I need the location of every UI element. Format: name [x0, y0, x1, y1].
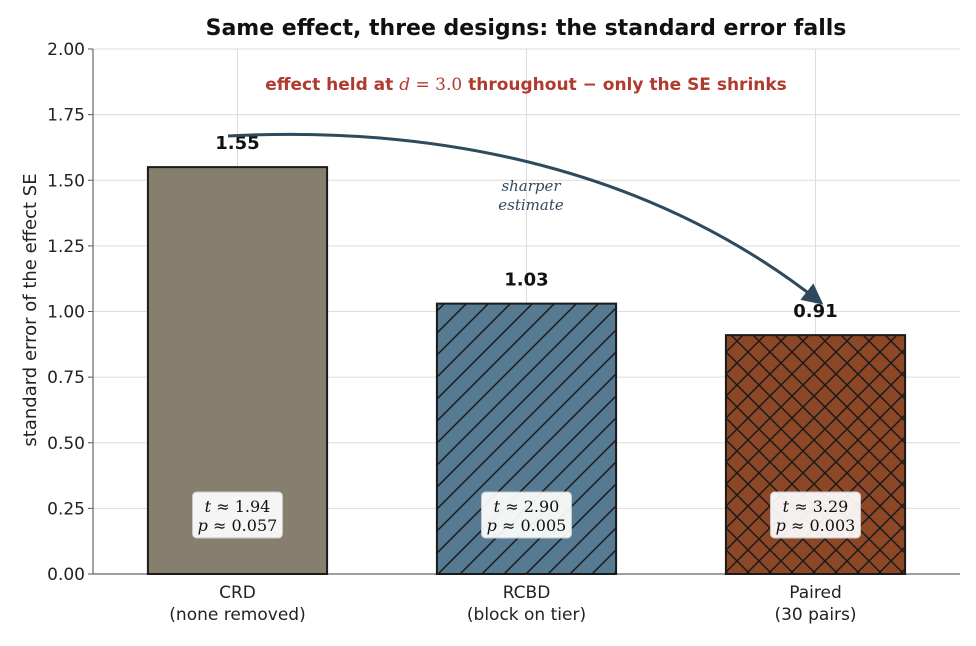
y-tick-label: 0.00	[47, 565, 85, 585]
x-tick-label: CRD	[219, 583, 256, 603]
y-tick-label: 0.50	[47, 434, 85, 454]
effect-note-middle: = 3.0	[410, 75, 462, 95]
stat-t-value: t ≈ 2.90	[494, 497, 560, 516]
y-axis-label: standard error of the effect SE	[20, 173, 41, 446]
x-tick-label: Paired	[789, 583, 842, 603]
x-tick-sublabel: (none removed)	[169, 605, 305, 625]
x-tick-sublabel: (30 pairs)	[774, 605, 856, 625]
effect-note-suffix: throughout − only the SE shrinks	[462, 75, 787, 95]
stat-p-value: p ≈ 0.005	[487, 516, 567, 535]
effect-note-prefix: effect held at	[265, 75, 399, 95]
bar-value-label: 1.55	[215, 133, 259, 154]
x-tick-sublabel: (block on tier)	[467, 605, 586, 625]
effect-note: effect held at d = 3.0 throughout − only…	[265, 75, 787, 95]
stat-box	[481, 491, 572, 539]
stat-t-value: t ≈ 1.94	[205, 497, 271, 516]
stat-p-value: p ≈ 0.003	[776, 516, 856, 535]
stat-box	[770, 491, 861, 539]
y-tick-label: 1.00	[47, 303, 85, 323]
chart-title: Same effect, three designs: the standard…	[206, 16, 847, 41]
y-tick-label: 1.50	[47, 171, 85, 191]
y-tick-label: 1.25	[47, 237, 85, 257]
bars	[146, 166, 907, 575]
y-tick-label: 0.25	[47, 499, 85, 519]
arrow-annotation-line1: sharper	[501, 177, 561, 195]
arrow-annotation-line2: estimate	[498, 196, 564, 214]
x-tick-label: RCBD	[503, 583, 551, 603]
bar-value-label: 0.91	[793, 301, 837, 322]
stat-t-value: t ≈ 3.29	[783, 497, 849, 516]
y-tick-label: 1.75	[47, 106, 85, 126]
stat-box	[192, 491, 283, 539]
sharper-estimate-arrow	[227, 132, 824, 305]
effect-note-symbol: d	[399, 75, 410, 95]
bar-outline	[146, 166, 329, 575]
y-tick-label: 2.00	[47, 40, 85, 60]
bar-value-label: 1.03	[504, 270, 548, 291]
stat-p-value: p ≈ 0.057	[198, 516, 278, 535]
y-tick-label: 0.75	[47, 368, 85, 388]
bar-outline	[435, 302, 618, 575]
labels: 0.00 0.25 0.50 0.75 1.00 1.25 1.50 1.75 2.00 1.55…	[47, 40, 861, 625]
bar-outline	[724, 334, 907, 575]
